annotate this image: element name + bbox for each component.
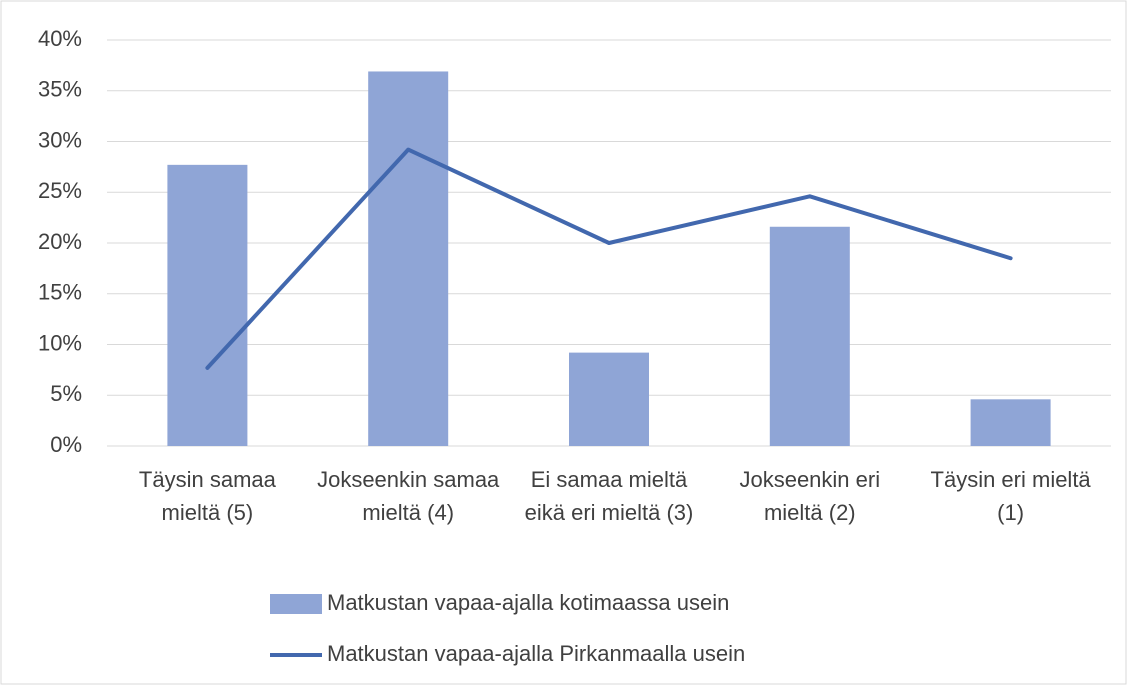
y-tick-label: 10% — [38, 330, 82, 355]
y-tick-label: 0% — [50, 432, 82, 457]
x-tick-label: Ei samaa mieltä eikä eri mieltä (3) — [525, 467, 694, 525]
line — [205, 147, 1013, 370]
legend-label: Matkustan vapaa-ajalla Pirkanmaalla usei… — [327, 641, 745, 666]
y-tick-label: 15% — [38, 280, 82, 305]
y-tick-label: 35% — [38, 77, 82, 102]
bar — [368, 71, 449, 446]
x-tick-label: Täysin samaa mieltä (5) — [139, 467, 277, 525]
legend-swatch — [270, 594, 322, 614]
y-tick-label: 20% — [38, 229, 82, 254]
bar — [970, 399, 1051, 446]
bar — [569, 352, 649, 446]
x-tick-label: Täysin eri mieltä (1) — [931, 467, 1092, 525]
legend-label: Matkustan vapaa-ajalla kotimaassa usein — [327, 590, 729, 615]
y-tick-label: 5% — [50, 381, 82, 406]
bar — [167, 164, 248, 446]
y-tick-label: 40% — [38, 26, 82, 51]
bar — [769, 226, 850, 446]
x-tick-label: Jokseenkin eri mieltä (2) — [739, 467, 880, 525]
y-tick-label: 25% — [38, 178, 82, 203]
x-tick-label: Jokseenkin samaa mieltä (4) — [317, 467, 500, 525]
y-tick-label: 30% — [38, 127, 82, 152]
